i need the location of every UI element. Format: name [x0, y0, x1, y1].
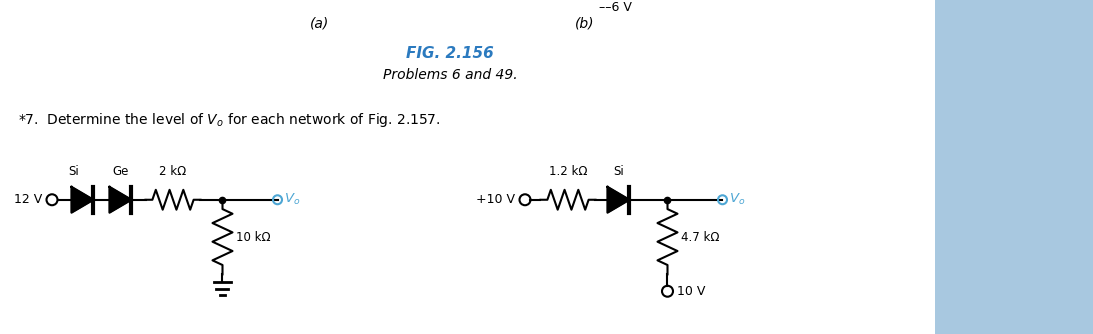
Text: +10 V: +10 V: [475, 193, 515, 206]
Polygon shape: [608, 187, 630, 213]
Text: *7.  Determine the level of $V_o$ for each network of Fig. 2.157.: *7. Determine the level of $V_o$ for eac…: [17, 111, 440, 129]
Text: Problems 6 and 49.: Problems 6 and 49.: [383, 68, 517, 82]
Polygon shape: [109, 187, 131, 213]
Text: 1.2 kΩ: 1.2 kΩ: [549, 165, 587, 178]
Text: $V_o$: $V_o$: [284, 192, 301, 207]
Text: 4.7 kΩ: 4.7 kΩ: [682, 230, 720, 243]
Text: (b): (b): [575, 17, 595, 31]
Text: (a): (a): [310, 17, 330, 31]
Text: 2 kΩ: 2 kΩ: [160, 165, 187, 178]
Text: 10 kΩ: 10 kΩ: [236, 230, 271, 243]
Text: $V_o$: $V_o$: [729, 192, 745, 207]
Polygon shape: [71, 187, 94, 213]
Text: Si: Si: [613, 165, 624, 178]
Text: Si: Si: [69, 165, 79, 178]
Text: ––6 V: ––6 V: [599, 1, 632, 14]
Text: Ge: Ge: [113, 165, 129, 178]
Text: 10 V: 10 V: [678, 285, 706, 298]
Text: 12 V: 12 V: [14, 193, 42, 206]
Text: FIG. 2.156: FIG. 2.156: [407, 46, 494, 61]
